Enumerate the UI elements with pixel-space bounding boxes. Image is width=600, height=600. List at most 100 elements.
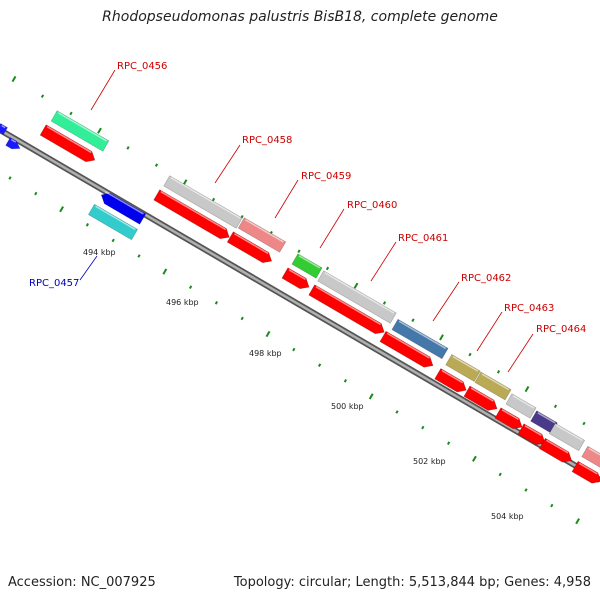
gene-rpc-0456-feature-highlight — [57, 112, 107, 142]
gene-rpc-0458-cds-highlight — [160, 191, 227, 231]
gene-rpc-0464-feature-highlight — [481, 373, 510, 391]
gene-rpc-0457-cds — [87, 203, 139, 241]
gene-extra-4-feature-highlight — [588, 447, 600, 456]
gene-rpc-0460-feature-highlight — [298, 255, 321, 269]
gene-extra-1-feature-highlight — [512, 395, 535, 409]
gene-extra-2-cds — [517, 423, 546, 446]
tick-dot — [188, 285, 193, 289]
gene-label-rpc-0464: RPC_0464 — [536, 324, 586, 335]
gene-extra-2-feature-highlight — [537, 412, 556, 424]
gene-label-rpc-0459: RPC_0459 — [301, 171, 351, 182]
gene-extra-3-feature-highlight — [556, 424, 583, 442]
gene-rpc-0457-feature — [100, 192, 147, 225]
gene-rpc-0461-cds-highlight — [315, 286, 382, 326]
gene-extra-4-cds — [571, 460, 600, 484]
gene-rpc-0460-cds — [281, 267, 310, 290]
scale-label-496: 496 kbp — [166, 298, 199, 307]
gene-rpc-0459-cds-highlight — [234, 233, 269, 255]
tick-dot — [496, 370, 501, 374]
tick-dot — [154, 163, 159, 167]
scale-label-498: 498 kbp — [249, 349, 282, 358]
tick-dot — [97, 127, 102, 134]
tick-dot — [240, 316, 244, 321]
gene-rpc-0456-cds — [39, 124, 96, 163]
tick-dot — [162, 268, 168, 275]
tick-dot — [382, 301, 387, 305]
gene-label-rpc-0463: RPC_0463 — [504, 303, 554, 314]
gene-features — [0, 110, 600, 484]
accession-text: Accession: NC_007925 — [8, 575, 156, 590]
tick-dot — [40, 94, 45, 99]
gene-rpc-0458-cds — [153, 189, 230, 240]
tick-dot — [343, 379, 348, 383]
gene-rpc-0464-cds — [463, 385, 498, 411]
gene-rpc-0457-feature-highlight — [105, 191, 144, 215]
tick-dot — [317, 363, 322, 367]
genome-summary-text: Topology: circular; Length: 5,513,844 bp… — [233, 575, 591, 590]
tick-dot — [446, 441, 451, 445]
scale-label-502: 502 kbp — [413, 457, 446, 466]
gene-extra-4-cds-highlight — [578, 462, 598, 475]
tick-dot — [211, 197, 216, 202]
gene-rpc-0458-feature — [163, 175, 243, 229]
tick-dot — [411, 318, 415, 322]
scale-label-504: 504 kbp — [491, 512, 524, 521]
gene-rpc-0461-feature-highlight — [324, 272, 395, 314]
tick-dot — [8, 176, 12, 180]
tick-dot — [524, 385, 530, 393]
gene-rpc-0463-feature — [445, 354, 481, 382]
gene-rpc-0461-feature — [317, 270, 397, 324]
gene-rpc-0458-feature-highlight — [170, 177, 241, 219]
tick-dot — [292, 347, 296, 352]
tick-dot — [472, 455, 477, 462]
gene-blue-edge-highlight — [1, 124, 6, 129]
gene-rpc-0462-cds-highlight — [386, 332, 430, 359]
scale-label-494: 494 kbp — [83, 248, 116, 257]
gene-label-rpc-0457: RPC_0457 — [29, 278, 79, 289]
gene-rpc-0464-feature — [474, 371, 512, 401]
gene-rpc-0457-cds-highlight — [95, 205, 136, 231]
gene-extra-3-cds — [538, 437, 573, 463]
gene-blue-small-highlight — [10, 138, 17, 143]
gene-label-rpc-0458: RPC_0458 — [242, 135, 292, 146]
gene-rpc-0463-cds — [434, 368, 467, 393]
tick-dot — [582, 421, 586, 426]
gene-rpc-0459-feature-highlight — [245, 219, 284, 243]
tick-dot — [137, 254, 141, 258]
gene-label-rpc-0456: RPC_0456 — [117, 61, 167, 72]
gene-extra-3-cds-highlight — [546, 439, 569, 454]
tick-dot — [550, 503, 554, 508]
gene-extra-1-cds — [494, 407, 523, 430]
tick-dot — [11, 75, 17, 83]
tick-dot — [353, 282, 359, 289]
gene-extra-3-feature — [548, 422, 586, 452]
gene-rpc-0456-cds-highlight — [46, 126, 92, 154]
tick-dot — [325, 266, 330, 271]
gene-label-rpc-0461: RPC_0461 — [398, 233, 448, 244]
gene-rpc-0460-feature — [291, 253, 323, 279]
gene-blue-small — [5, 137, 21, 150]
gene-extra-1-feature — [505, 393, 537, 419]
tick-dot — [553, 404, 558, 409]
tick-dot — [126, 146, 130, 150]
tick-dot — [575, 518, 580, 525]
tick-dot — [59, 206, 64, 213]
tick-dot — [524, 488, 528, 492]
gene-rpc-0462-cds — [379, 330, 434, 368]
gene-label-rpc-0462: RPC_0462 — [461, 273, 511, 284]
tick-dot — [498, 472, 502, 477]
tick-dot — [265, 330, 271, 338]
gene-rpc-0462-feature — [391, 318, 449, 360]
gene-rpc-0460-cds-highlight — [288, 269, 306, 281]
gene-rpc-0459-cds — [226, 231, 273, 264]
tick-dot — [69, 111, 73, 116]
gene-rpc-0456-feature — [50, 110, 110, 152]
label-leaders — [79, 69, 534, 373]
tick-dot — [214, 301, 219, 305]
map-title: Rhodopseudomonas palustris BisB18, compl… — [102, 9, 498, 25]
tick-dot — [395, 410, 399, 414]
tick-dot — [111, 238, 115, 243]
gene-extra-2-cds-highlight — [524, 425, 542, 437]
tick-dot — [468, 352, 472, 357]
